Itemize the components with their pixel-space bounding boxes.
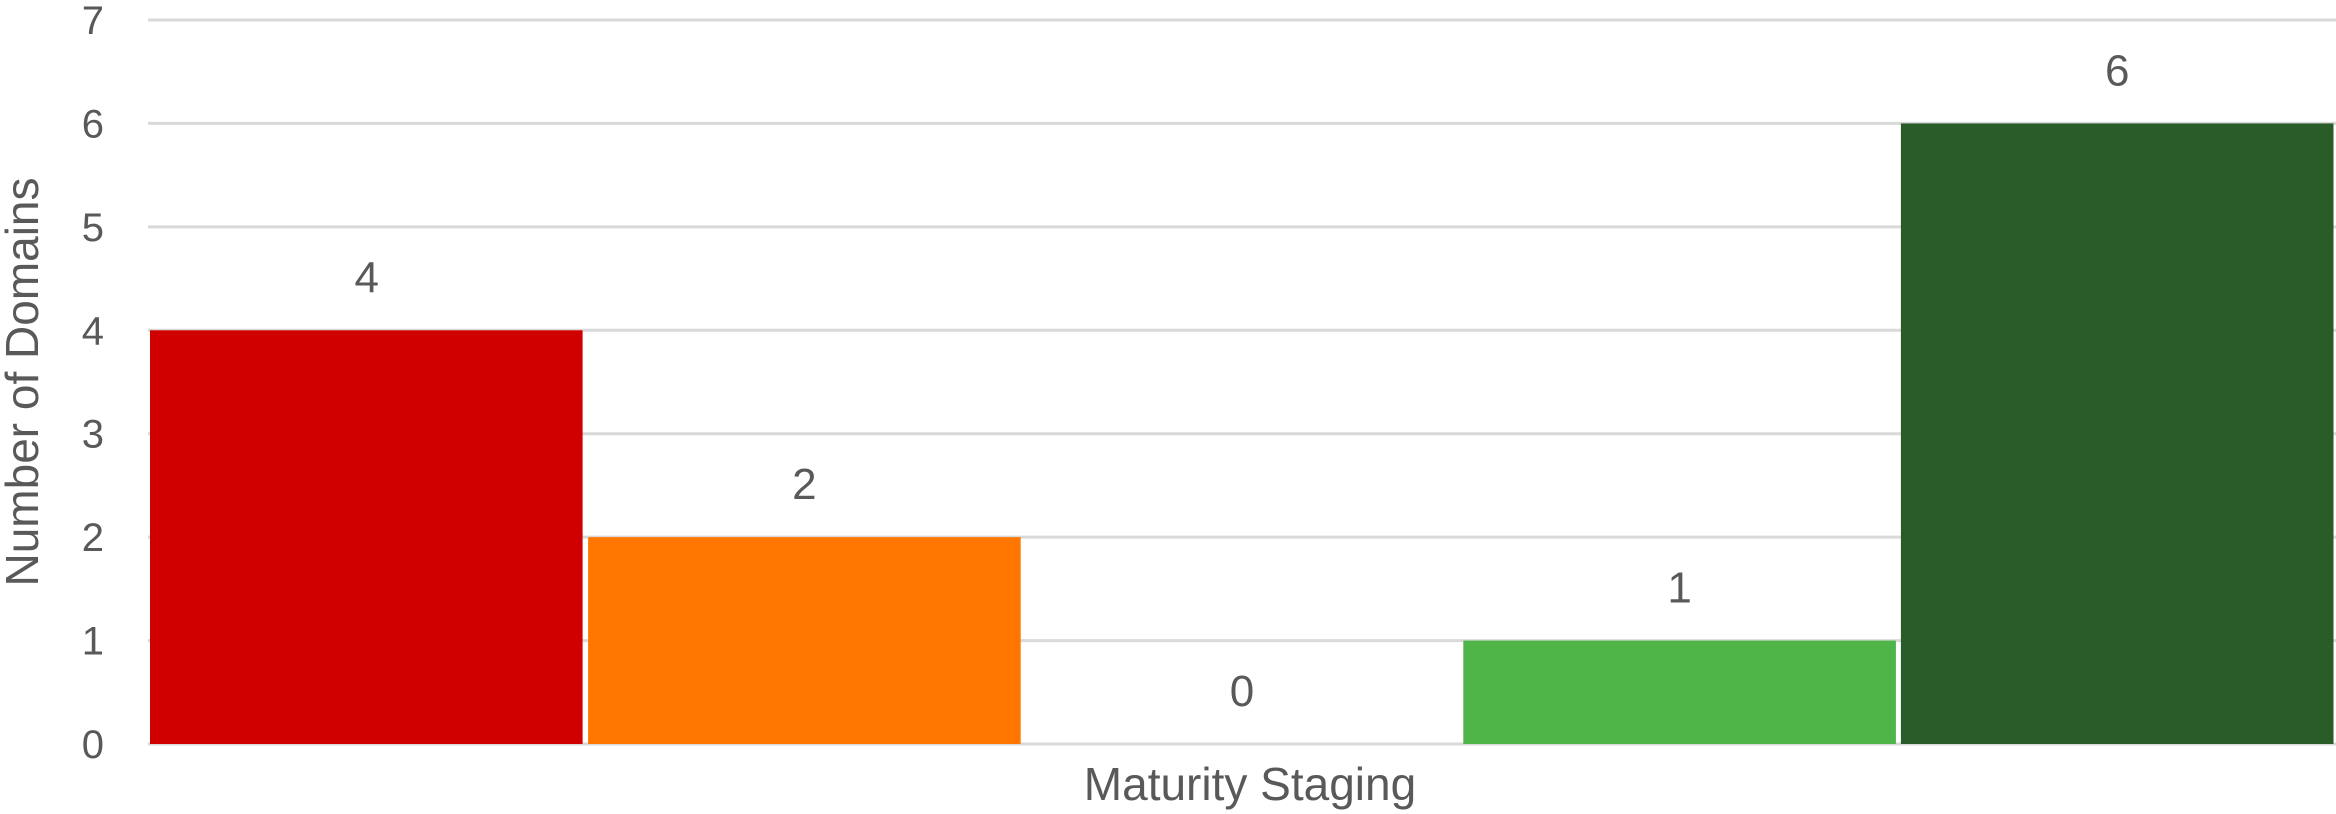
x-axis-title: Maturity Staging (1084, 758, 1416, 810)
data-labels: 4 2 0 1 6 (355, 46, 2130, 716)
bar-value-label: 0 (1230, 667, 1254, 716)
bar (1463, 640, 1896, 744)
y-tick-label: 2 (82, 516, 104, 560)
bar-value-label: 2 (792, 460, 816, 509)
y-tick-label: 0 (82, 723, 104, 767)
y-tick-label: 6 (82, 102, 104, 146)
y-tick-label: 3 (82, 413, 104, 457)
y-axis-title: Number of Domains (0, 177, 48, 586)
bar (1900, 123, 2334, 744)
bar-value-label: 1 (1667, 564, 1691, 613)
y-tick-label: 7 (82, 0, 104, 43)
bar-value-label: 4 (355, 253, 379, 302)
bar (150, 330, 583, 744)
bar-value-label: 6 (2105, 46, 2129, 95)
bar (588, 537, 1021, 744)
y-tick-label: 4 (82, 309, 104, 353)
y-tick-label: 1 (82, 620, 104, 664)
y-axis-ticks: 0 1 2 3 4 5 6 7 (82, 0, 104, 767)
bars (150, 123, 2334, 744)
y-tick-label: 5 (82, 206, 104, 250)
